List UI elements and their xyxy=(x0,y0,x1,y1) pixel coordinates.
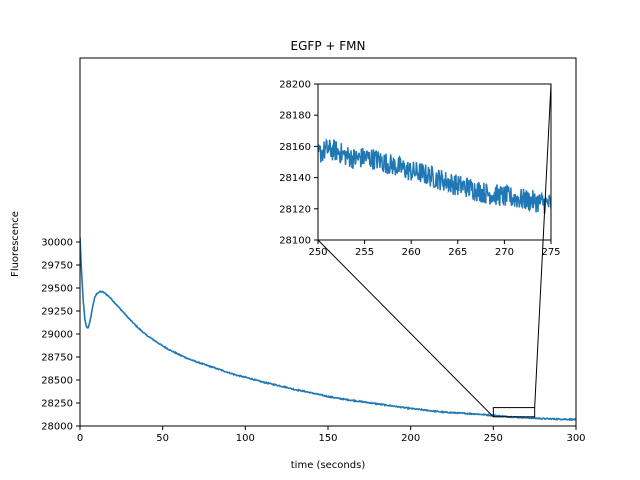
y-tick-label: 28500 xyxy=(41,376,73,387)
y-tick-label: 28180 xyxy=(279,111,311,122)
y-tick-label: 28750 xyxy=(41,353,73,364)
y-axis-label: Fluorescence xyxy=(10,211,21,277)
x-tick-label: 300 xyxy=(566,433,585,444)
plot-area xyxy=(318,84,551,240)
x-tick-label: 275 xyxy=(541,247,560,258)
x-axis-label: time (seconds) xyxy=(291,460,366,471)
x-tick-label: 265 xyxy=(448,247,467,258)
x-tick-label: 255 xyxy=(355,247,374,258)
y-tick-label: 29750 xyxy=(41,261,73,272)
y-tick-label: 30000 xyxy=(41,238,73,249)
plot-frame xyxy=(317,83,552,241)
zoom-connector-line xyxy=(534,83,552,408)
y-tick-label: 29500 xyxy=(41,284,73,295)
y-tick-label: 28000 xyxy=(41,422,73,433)
x-tick-label: 0 xyxy=(77,433,83,444)
x-tick-label: 250 xyxy=(484,433,503,444)
chart-title: EGFP + FMN xyxy=(291,39,366,53)
inset-plot: 250 255 260 265 270 275 28100 28120 28140 28160 28… xyxy=(279,80,560,259)
zoom-connector-line xyxy=(317,239,494,418)
series-line xyxy=(318,138,551,214)
y-tick-label: 28200 xyxy=(279,80,311,91)
y-tick-label: 28120 xyxy=(279,204,311,215)
x-tick-label: 200 xyxy=(401,433,420,444)
zoom-indicator xyxy=(317,83,552,418)
x-tick-label: 260 xyxy=(402,247,421,258)
x-tick-label: 270 xyxy=(495,247,514,258)
x-tick-label: 250 xyxy=(308,247,327,258)
y-tick-label: 28140 xyxy=(279,173,311,184)
zoom-region-box xyxy=(492,407,536,418)
x-tick-label: 100 xyxy=(236,433,255,444)
y-tick-label: 29000 xyxy=(41,330,73,341)
y-tick-label: 29250 xyxy=(41,307,73,318)
x-tick-label: 50 xyxy=(156,433,169,444)
y-tick-label: 28100 xyxy=(279,236,311,247)
x-tick-label: 150 xyxy=(318,433,337,444)
y-tick-label: 28250 xyxy=(41,399,73,410)
y-tick-label: 28160 xyxy=(279,142,311,153)
